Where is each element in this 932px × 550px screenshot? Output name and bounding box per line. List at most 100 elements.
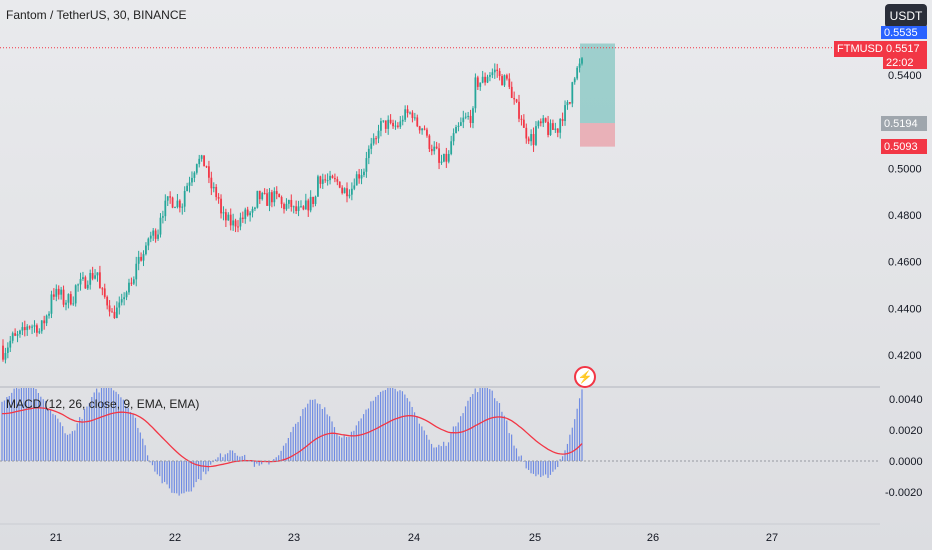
candle-body xyxy=(55,288,58,297)
candle-body xyxy=(249,212,252,216)
candle-body xyxy=(169,196,172,198)
candle-body xyxy=(428,135,431,149)
candle-body xyxy=(171,197,174,208)
candle-body xyxy=(464,116,467,118)
candle-body xyxy=(348,194,351,197)
macd-axis-tick: 0.0040 xyxy=(889,394,923,406)
candle-body xyxy=(40,320,43,332)
candle-body xyxy=(387,119,390,129)
candle-body xyxy=(191,177,193,183)
candle-body xyxy=(94,275,96,279)
currency-button[interactable]: USDT xyxy=(885,4,927,28)
candle-body xyxy=(280,197,283,205)
lightning-alert-icon[interactable]: ⚡ xyxy=(574,366,596,388)
candle-body xyxy=(372,138,375,144)
candle-body xyxy=(581,58,583,64)
candle-body xyxy=(31,326,33,328)
candle-body xyxy=(350,188,353,195)
candle-body xyxy=(154,230,157,239)
candle-body xyxy=(278,194,281,198)
candle-body xyxy=(287,199,290,204)
candle-body xyxy=(445,153,448,162)
candle-body xyxy=(132,279,135,284)
candle-body xyxy=(290,199,293,207)
candle-body xyxy=(4,352,7,360)
candle-body xyxy=(65,302,67,305)
candle-body xyxy=(86,284,89,289)
candle-body xyxy=(205,166,208,168)
candle-body xyxy=(527,138,530,142)
candle-body xyxy=(178,200,181,208)
candle-body xyxy=(440,161,443,163)
candle-body xyxy=(481,76,484,83)
candle-body xyxy=(193,172,196,178)
candle-body xyxy=(321,179,324,184)
profit-zone[interactable] xyxy=(580,43,615,124)
candle-body xyxy=(254,207,256,209)
candle-body xyxy=(433,146,436,152)
candle-body xyxy=(394,125,397,127)
candle-body xyxy=(399,121,402,127)
candle-body xyxy=(111,311,113,313)
candle-body xyxy=(450,141,453,154)
candle-body xyxy=(140,256,142,261)
candle-body xyxy=(120,299,123,303)
candle-body xyxy=(258,190,261,200)
candle-body xyxy=(530,134,533,142)
candle-body xyxy=(486,76,489,83)
current-price-tag: 0.5517 xyxy=(883,41,927,57)
candle-body xyxy=(375,138,377,140)
candle-body xyxy=(251,208,254,213)
loss-zone[interactable] xyxy=(580,123,615,147)
candle-body xyxy=(256,190,259,208)
candle-body xyxy=(212,186,215,189)
candle-body xyxy=(72,303,75,305)
price-axis-tick: 0.4600 xyxy=(888,257,922,269)
candle-body xyxy=(229,214,232,226)
candle-body xyxy=(220,198,222,214)
time-axis-tick: 22 xyxy=(169,532,181,544)
candle-body xyxy=(21,327,24,331)
top-price-tag: 0.5535 xyxy=(881,26,927,39)
candle-body xyxy=(300,206,302,208)
candle-body xyxy=(367,148,370,159)
candle-body xyxy=(304,200,307,210)
candle-body xyxy=(360,175,363,179)
candle-body xyxy=(43,320,46,324)
candle-body xyxy=(244,209,247,219)
candle-body xyxy=(513,97,516,100)
candle-body xyxy=(145,245,147,255)
candle-body xyxy=(176,200,179,208)
candle-body xyxy=(268,192,271,206)
candle-body xyxy=(275,191,278,195)
candle-body xyxy=(333,178,336,180)
candle-body xyxy=(336,179,339,182)
candle-body xyxy=(152,230,155,236)
candle-body xyxy=(188,182,191,186)
stop-price-tag: 0.5093 xyxy=(881,139,927,154)
candle-body xyxy=(142,254,145,261)
candle-body xyxy=(409,112,411,114)
candle-body xyxy=(411,112,414,118)
candle-body xyxy=(498,70,501,77)
candle-body xyxy=(159,217,162,235)
candle-body xyxy=(476,77,479,87)
candle-body xyxy=(9,340,12,348)
candle-body xyxy=(149,235,152,239)
candle-body xyxy=(96,272,99,276)
candle-body xyxy=(11,333,14,341)
candle-body xyxy=(326,180,329,182)
candle-body xyxy=(358,174,361,179)
candle-body xyxy=(353,185,356,189)
candle-body xyxy=(365,158,368,172)
candle-body xyxy=(525,127,528,139)
macd-indicator-title[interactable]: MACD (12, 26, close, 9, EMA, EMA) xyxy=(6,397,200,411)
candle-body xyxy=(26,326,29,331)
candle-body xyxy=(215,186,218,198)
target-price-tag: 0.5194 xyxy=(881,116,927,131)
candle-body xyxy=(69,294,72,305)
price-axis-tick: 0.4800 xyxy=(888,210,922,222)
candle-body xyxy=(401,119,404,122)
candle-body xyxy=(552,123,554,130)
